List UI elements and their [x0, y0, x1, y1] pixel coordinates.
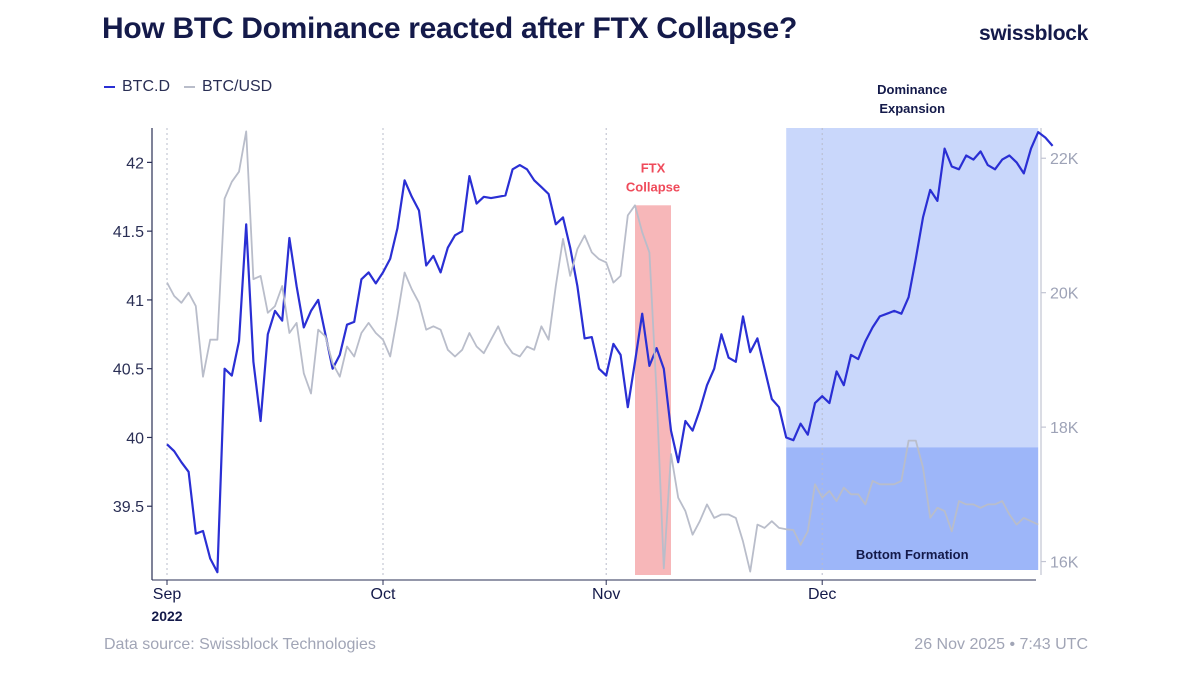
- y-left-tick-label: 40: [126, 430, 144, 447]
- legend-swatch-btc-usd: [184, 86, 195, 88]
- dominance-expansion-band: [786, 128, 1039, 448]
- y-right-tick-label: 18K: [1050, 420, 1079, 437]
- chart-title: How BTC Dominance reacted after FTX Coll…: [102, 12, 797, 45]
- y-left-tick-label: 41: [126, 293, 144, 310]
- legend-label-btc-d: BTC.D: [122, 78, 170, 95]
- dominance-expansion-label: Dominance: [877, 82, 947, 97]
- y-right-tick-label: 16K: [1050, 555, 1079, 572]
- dominance-expansion-label: Expansion: [879, 101, 945, 116]
- series-line-btc-d: [166, 131, 1054, 574]
- legend-swatch-btc-d: [104, 86, 115, 88]
- y-left-tick-label: 41.5: [113, 224, 144, 241]
- x-tick-sublabel: 2022: [151, 608, 182, 624]
- legend-item-btc-usd[interactable]: BTC/USD: [184, 78, 272, 96]
- legend-item-btc-d[interactable]: BTC.D: [104, 78, 170, 96]
- y-right-tick-label: 20K: [1050, 286, 1079, 303]
- x-tick-label: Dec: [808, 586, 836, 603]
- legend-label-btc-usd: BTC/USD: [202, 78, 273, 95]
- ftx-collapse-label: FTX: [641, 160, 666, 175]
- y-left-tick-label: 42: [126, 155, 144, 172]
- bottom-formation-label: Bottom Formation: [856, 547, 969, 562]
- x-tick-label: Nov: [592, 586, 620, 603]
- x-tick-label: Oct: [371, 586, 396, 603]
- x-tick-label: Sep: [153, 586, 182, 603]
- timestamp: 26 Nov 2025 • 7:43 UTC: [914, 636, 1088, 653]
- y-left-tick-label: 40.5: [113, 362, 144, 379]
- bottom-formation-band: [786, 447, 1039, 570]
- ftx-collapse-label: Collapse: [626, 179, 680, 194]
- ftx-collapse-band: [635, 205, 671, 575]
- brand-logo: swissblock: [978, 22, 1088, 45]
- y-right-tick-label: 22K: [1050, 151, 1079, 168]
- legend: BTC.D BTC/USD: [104, 78, 286, 96]
- y-left-tick-label: 39.5: [113, 499, 144, 516]
- data-source: Data source: Swissblock Technologies: [104, 636, 376, 653]
- series-line-btc-usd: [166, 130, 1039, 573]
